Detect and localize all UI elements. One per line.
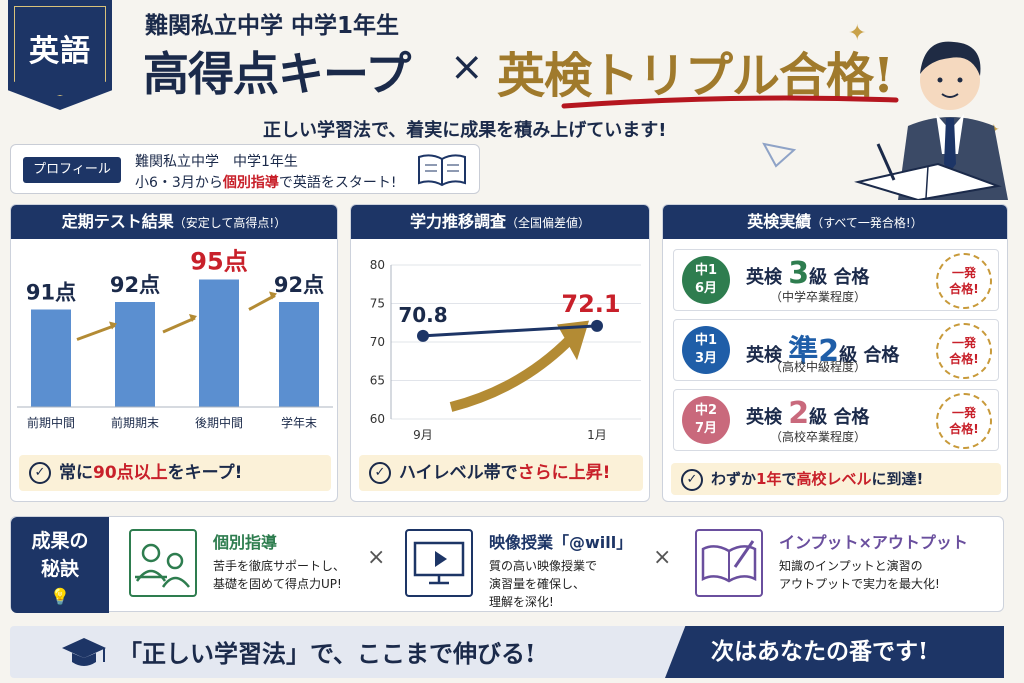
bar-category-label: 後期中間 bbox=[195, 415, 243, 430]
secret-section: 成果の 秘訣 💡 個別指導 苦手を徹底サポートし、 基礎を固めて得点力UP! 映像授業… bbox=[10, 516, 1004, 613]
tutor-icon bbox=[129, 529, 197, 597]
eiken-row: 中2 7月 英検 2級 合格 （高校卒業程度） 一発 合格! bbox=[673, 389, 999, 451]
header-subtitle: 難関私立中学 中学1年生 bbox=[145, 13, 400, 39]
student-illustration: ✦ ✦ bbox=[848, 21, 1008, 200]
eiken-row: 中1 6月 英検 3級 合格 （中学卒業程度） 一発 合格! bbox=[673, 249, 999, 311]
bar-value-label: 95点 bbox=[190, 248, 247, 276]
headline-left: 高得点キープ bbox=[143, 47, 411, 101]
up-arrow-icon bbox=[248, 294, 276, 311]
eiken-level-note: （高校卒業程度） bbox=[770, 430, 867, 444]
profile-line2: 小6・3月から個別指導で英語をスタート! bbox=[135, 175, 397, 191]
pass-stamp-icon: 一発 合格! bbox=[936, 393, 992, 449]
eiken-result: 英検 準2級 合格 bbox=[746, 334, 900, 369]
rise-arrow-icon bbox=[449, 334, 575, 412]
times-separator: × bbox=[367, 545, 386, 570]
bar-category-label: 前期期末 bbox=[111, 415, 159, 430]
subject-tag-label: 英語 bbox=[29, 34, 91, 69]
book-pen-icon bbox=[695, 529, 763, 597]
secret-heading: 成果の 秘訣 💡 bbox=[11, 517, 109, 613]
bar-value-label: 92点 bbox=[110, 273, 160, 297]
headline-underline-swoosh bbox=[561, 95, 899, 109]
bar-3 bbox=[279, 302, 319, 407]
eiken-row: 中1 3月 英検 準2級 合格 （高校中級程度） 一発 合格! bbox=[673, 319, 999, 381]
pass-stamp-icon: 一発 合格! bbox=[936, 253, 992, 309]
secret-item: 映像授業「@will」質の高い映像授業で 演習量を確保し、 理解を深化! bbox=[405, 525, 685, 609]
graduation-cap-icon bbox=[62, 638, 106, 666]
secret-item-desc: 知識のインプットと演習の アウトプットで実力を最大化! bbox=[779, 559, 940, 591]
point-value-label: 70.8 bbox=[398, 303, 447, 327]
x-tick-label: 1月 bbox=[587, 428, 607, 442]
times-separator: × bbox=[653, 545, 672, 570]
footer-message: 「正しい学習法」で、ここまで伸びる! bbox=[118, 639, 536, 668]
decor-triangle-icon bbox=[762, 142, 797, 168]
arrow-head-icon bbox=[109, 321, 117, 330]
bar-2 bbox=[199, 279, 239, 407]
trend-banner: ✓ ハイレベル帯でさらに上昇! bbox=[359, 455, 643, 491]
secret-item-desc: 苦手を徹底サポートし、 基礎を固めて得点力UP! bbox=[213, 559, 346, 591]
arrow-head-icon bbox=[269, 291, 277, 300]
data-point bbox=[417, 329, 429, 342]
rise-arrow-head-icon bbox=[557, 320, 589, 361]
footer-banner: 「正しい学習法」で、ここまで伸びる! 次はあなたの番です! bbox=[10, 626, 1004, 678]
lightbulb-icon: 💡 bbox=[50, 587, 70, 606]
secret-item-title: 映像授業「@will」 bbox=[489, 533, 633, 552]
profile-label: プロフィール bbox=[23, 157, 121, 183]
grade-badge: 中1 3月 bbox=[682, 326, 730, 374]
trend-title: 学力推移調査（全国偏差値） bbox=[351, 205, 649, 239]
check-circle-icon: ✓ bbox=[369, 462, 391, 484]
test-results-banner: ✓ 常に90点以上をキープ! bbox=[19, 455, 331, 491]
profile-line1: 難関私立中学 中学1年生 bbox=[135, 154, 298, 170]
y-tick-label: 70 bbox=[370, 335, 385, 349]
y-tick-label: 80 bbox=[370, 258, 385, 272]
trend-line bbox=[422, 324, 598, 338]
secret-item: 個別指導苦手を徹底サポートし、 基礎を固めて得点力UP! bbox=[129, 525, 409, 605]
up-arrow-icon bbox=[76, 324, 116, 341]
svg-text:✦: ✦ bbox=[848, 21, 866, 46]
check-circle-icon: ✓ bbox=[681, 468, 703, 491]
secret-item-title: インプット×アウトプット bbox=[779, 533, 968, 552]
bar-category-label: 学年末 bbox=[281, 415, 317, 430]
headline-right: 英検トリプル合格! bbox=[497, 48, 894, 104]
eiken-result: 英検 2級 合格 bbox=[746, 396, 870, 431]
bar-0 bbox=[31, 309, 71, 407]
y-tick-label: 65 bbox=[370, 374, 385, 388]
secret-item: インプット×アウトプット知識のインプットと演習の アウトプットで実力を最大化! bbox=[695, 525, 975, 605]
up-arrow-icon bbox=[162, 316, 196, 334]
bar-value-label: 92点 bbox=[274, 273, 324, 297]
tagline: 正しい学習法で、着実に成果を積み上げています! bbox=[263, 120, 667, 141]
bar-1 bbox=[115, 302, 155, 407]
secret-item-title: 個別指導 bbox=[213, 533, 278, 552]
pass-stamp-icon: 一発 合格! bbox=[936, 323, 992, 379]
profile-box: プロフィール 難関私立中学 中学1年生 小6・3月から個別指導で英語をスタート! bbox=[10, 144, 480, 194]
footer-cta: 次はあなたの番です! bbox=[665, 626, 1004, 678]
test-results-panel: 定期テスト結果（安定して高得点!） 91点 前期中間 92点 前期期末 95点 後期中間 9… bbox=[10, 204, 338, 502]
grade-badge: 中2 7月 bbox=[682, 396, 730, 444]
eiken-result: 英検 3級 合格 bbox=[746, 256, 870, 291]
subject-tag: 英語 bbox=[8, 0, 112, 110]
eiken-banner: ✓ わずか1年で高校レベルに到達! bbox=[671, 463, 1001, 495]
secret-item-desc: 質の高い映像授業で 演習量を確保し、 理解を深化! bbox=[489, 559, 598, 609]
eiken-panel: 英検実績（すべて一発合格!） 中1 6月 英検 3級 合格 （中学卒業程度） 一発 合格… bbox=[662, 204, 1008, 502]
headline-times: × bbox=[450, 44, 484, 90]
test-results-title: 定期テスト結果（安定して高得点!） bbox=[11, 205, 337, 239]
eiken-level-note: （中学卒業程度） bbox=[770, 290, 867, 304]
grade-badge: 中1 6月 bbox=[682, 256, 730, 304]
eiken-title: 英検実績（すべて一発合格!） bbox=[663, 205, 1007, 239]
x-tick-label: 9月 bbox=[413, 428, 433, 442]
bar-value-label: 91点 bbox=[26, 281, 76, 305]
open-book-icon bbox=[418, 154, 466, 187]
video-play-icon bbox=[405, 529, 473, 597]
deviation-line-chart: 80 75 70 65 60 70.8 9月 72.1 1月 bbox=[370, 258, 641, 442]
y-tick-label: 75 bbox=[370, 297, 385, 311]
data-point bbox=[591, 319, 603, 332]
bar-category-label: 前期中間 bbox=[27, 415, 75, 430]
point-value-label: 72.1 bbox=[561, 290, 620, 318]
eiken-level-note: （高校中級程度） bbox=[770, 360, 867, 374]
trend-panel: 学力推移調査（全国偏差値） 80 75 70 65 60 70.8 9月 72.1 1月 ✓ ハイ… bbox=[350, 204, 650, 502]
check-circle-icon: ✓ bbox=[29, 462, 51, 484]
arrow-head-icon bbox=[189, 314, 197, 322]
y-tick-label: 60 bbox=[370, 412, 385, 426]
